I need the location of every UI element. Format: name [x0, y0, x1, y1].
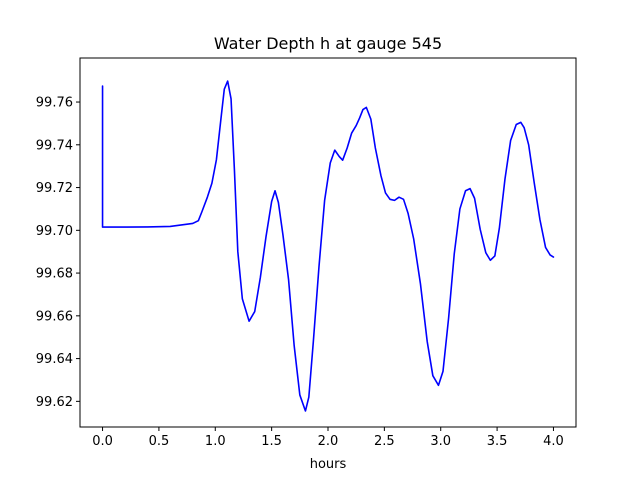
x-tick-label: 4.0 — [543, 434, 564, 449]
x-tick-label: 0.5 — [149, 434, 170, 449]
x-tick-label: 2.5 — [374, 434, 395, 449]
y-tick-label: 99.64 — [36, 352, 73, 367]
y-tick-label: 99.68 — [36, 267, 73, 282]
y-tick-label: 99.62 — [36, 395, 73, 410]
x-tick-label: 1.5 — [261, 434, 282, 449]
y-tick-label: 99.74 — [36, 138, 73, 153]
chart-title: Water Depth h at gauge 545 — [214, 34, 442, 53]
series-line-0 — [101, 80, 555, 412]
y-tick-label: 99.76 — [36, 96, 73, 111]
x-axis-label: hours — [310, 457, 347, 472]
series-layer — [101, 80, 555, 412]
y-axis: 99.62 99.64 99.66 99.68 99.70 99.72 99.74 99.76 — [36, 96, 80, 410]
x-tick-label: 1.0 — [205, 434, 226, 449]
y-tick-label: 99.70 — [36, 224, 73, 239]
x-tick-label: 0.0 — [92, 434, 113, 449]
x-axis: 0.0 0.5 1.0 1.5 2.0 2.5 3.0 3.5 4.0 — [92, 427, 564, 449]
x-tick-label: 3.5 — [487, 434, 508, 449]
x-tick-label: 3.0 — [430, 434, 451, 449]
y-tick-label: 99.72 — [36, 181, 73, 196]
y-tick-label: 99.66 — [36, 309, 73, 324]
x-tick-label: 2.0 — [318, 434, 339, 449]
